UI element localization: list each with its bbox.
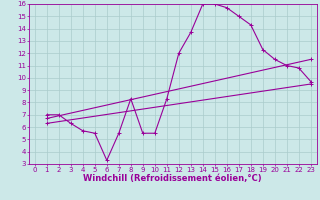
X-axis label: Windchill (Refroidissement éolien,°C): Windchill (Refroidissement éolien,°C): [84, 174, 262, 183]
